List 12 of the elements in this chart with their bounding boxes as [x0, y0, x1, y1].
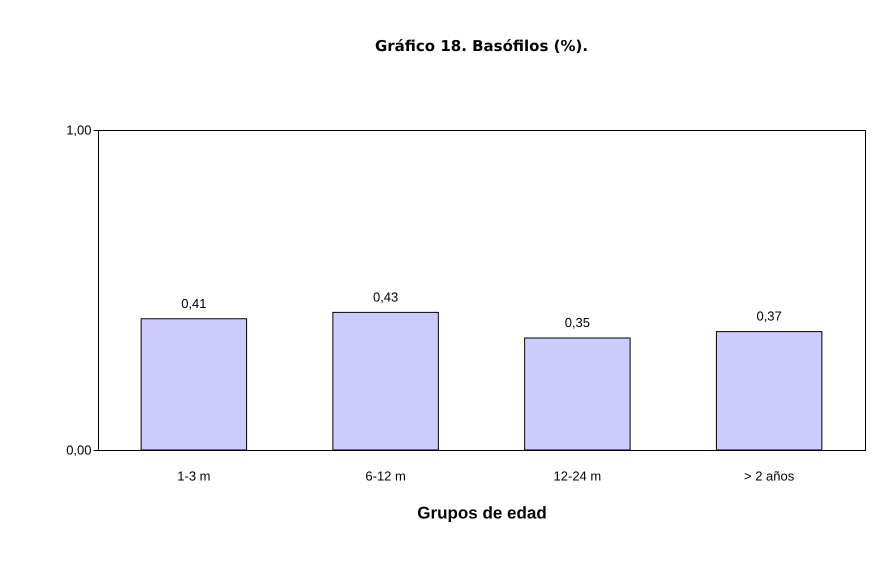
x-tick-label: 6-12 m — [365, 468, 406, 484]
data-label: 0,37 — [756, 308, 782, 324]
x-tick-label: > 2 años — [744, 468, 795, 484]
y-tick-label: 0,00 — [66, 442, 92, 458]
chart-title: Gráfico 18. Basófilos (%). — [374, 37, 588, 55]
data-label: 0,41 — [181, 296, 207, 311]
data-label: 0,35 — [564, 315, 590, 330]
x-axis-title: Grupos de edad — [417, 504, 547, 522]
x-tick-label: 12-24 m — [554, 468, 602, 484]
y-tick-label: 1,00 — [66, 122, 92, 138]
x-tick-label: 1-3 m — [177, 468, 210, 484]
data-label: 0,43 — [372, 289, 398, 304]
